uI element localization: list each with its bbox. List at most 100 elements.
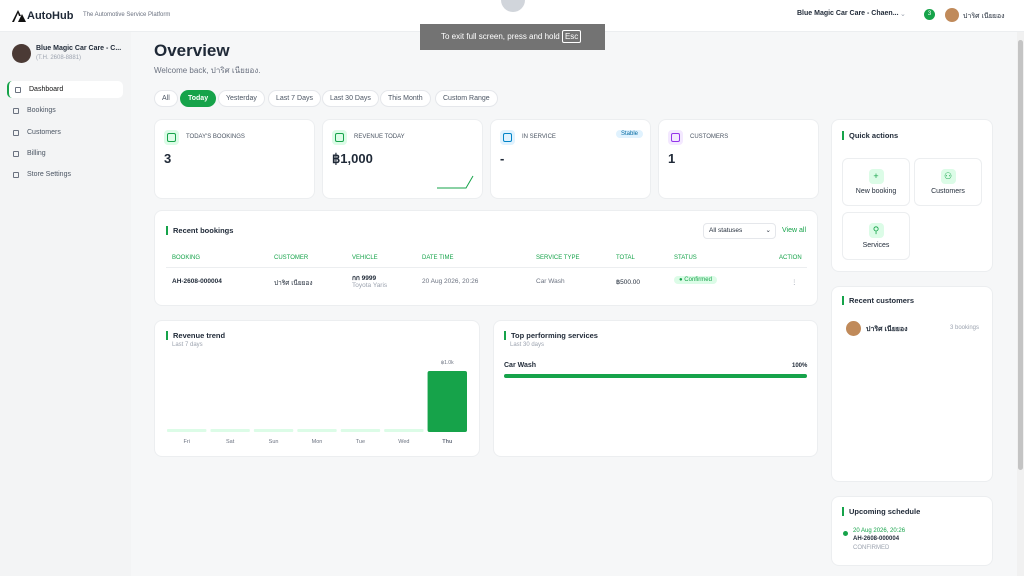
view-all[interactable]: View all — [782, 227, 806, 234]
stat-label: REVENUE TODAY — [354, 134, 405, 140]
stat-icon — [164, 130, 179, 145]
store-selector[interactable]: Blue Magic Car Care - Chaen... — [797, 10, 899, 17]
quick-action[interactable]: ⚇ Customers — [914, 158, 982, 206]
revenue-chart: Fri Sat Sun Mon Tue Wed ฿1.0k Thu — [167, 360, 467, 445]
nav-icon — [13, 108, 19, 115]
nav-item[interactable]: Customers — [7, 124, 123, 141]
quick-action-label: Services — [862, 242, 890, 249]
page-title: Overview — [154, 41, 230, 60]
schedule-status: CONFIRMED — [853, 545, 890, 551]
nav-icon — [13, 150, 19, 157]
recent-bookings-card — [154, 210, 818, 306]
quick-action-label: New booking — [855, 188, 897, 195]
quick-action-icon: ⚲ — [868, 223, 884, 238]
x-label: Mon — [312, 439, 323, 445]
section-subtitle: Last 7 days — [172, 342, 203, 348]
section-title: Upcoming schedule — [842, 507, 920, 516]
nav-item[interactable]: Store Settings — [7, 166, 123, 183]
filter-pill[interactable]: This Month — [380, 90, 431, 107]
quick-action[interactable]: ⚲ Services — [842, 212, 910, 260]
recent-customers-card — [831, 286, 993, 482]
filter-pill[interactable]: Last 7 Days — [268, 90, 321, 107]
column-header: BOOKING — [172, 255, 201, 261]
customer-bookings: 3 bookings — [950, 325, 980, 331]
stat-value: 3 — [164, 151, 172, 166]
x-label: Fri — [184, 439, 190, 445]
column-header: DATE TIME — [422, 255, 454, 261]
status-filter-label: All statuses — [709, 227, 743, 234]
logo: AutoHub — [27, 10, 74, 22]
quick-action-icon: + — [868, 169, 884, 184]
x-label: Thu — [442, 439, 452, 445]
filter-pill[interactable]: Custom Range — [435, 90, 498, 107]
column-header: STATUS — [674, 255, 697, 261]
stat-label: CUSTOMERS — [690, 134, 729, 140]
x-label: Sat — [226, 439, 235, 445]
bar-track — [167, 429, 207, 432]
table-divider — [166, 267, 807, 268]
progress-bar — [504, 374, 807, 378]
sparkline — [437, 175, 474, 189]
nav-item[interactable]: Dashboard — [7, 81, 123, 98]
customer-name[interactable]: ปาริศ เนียยอง — [866, 326, 908, 333]
fullscreen-close[interactable] — [501, 0, 525, 12]
stat-label: IN SERVICE — [522, 134, 556, 140]
status-badge: ● Confirmed — [674, 276, 717, 284]
quick-action[interactable]: + New booking — [842, 158, 910, 206]
scroll-thumb[interactable] — [1018, 40, 1023, 470]
stat-card — [322, 119, 483, 199]
stat-badge: Stable — [616, 130, 644, 138]
status-filter[interactable]: All statuses ⌄ — [703, 223, 776, 239]
stat-icon — [668, 130, 683, 145]
filter-pill[interactable]: Last 30 Days — [322, 90, 379, 107]
customer: ปาริศ เนียยอง — [274, 280, 313, 287]
schedule-booking: AH-2608-000004 — [853, 536, 900, 542]
nav-icon — [13, 172, 19, 179]
nav-icon — [15, 87, 21, 93]
column-header: VEHICLE — [352, 255, 378, 261]
x-label: Wed — [398, 439, 409, 445]
nav-icon — [13, 129, 19, 136]
notification-badge[interactable]: 3 — [924, 9, 935, 20]
bar-track — [340, 429, 381, 432]
section-title: Top performing services — [504, 331, 598, 340]
filter-pill[interactable]: Yesterday — [218, 90, 265, 107]
upcoming-card — [831, 496, 993, 566]
schedule-time: 20 Aug 2026, 20:26 — [853, 528, 906, 534]
logo-icon — [12, 10, 26, 22]
filter-pill[interactable]: All — [154, 90, 178, 107]
stat-value: ฿1,000 — [332, 151, 373, 166]
service-name: Car Wash — [504, 362, 537, 369]
user-name[interactable]: ปาริศ เนียยอง — [963, 13, 1005, 20]
welcome: Welcome back, ปาริศ เนียยอง. — [154, 66, 261, 75]
total: ฿500.00 — [616, 279, 641, 286]
bar-track — [297, 429, 337, 432]
tagline: The Automotive Service Platform — [83, 12, 171, 18]
nav-item[interactable]: Bookings — [7, 102, 123, 119]
stat-card — [658, 119, 819, 199]
bar-track — [384, 429, 424, 432]
sidebar — [0, 32, 131, 576]
fullscreen-notice: To exit full screen, press and hold Esc — [420, 24, 605, 50]
stat-card — [154, 119, 315, 199]
service-share: 100% — [792, 363, 808, 369]
booking-id[interactable]: AH-2608-000004 — [172, 278, 222, 285]
store-code: (T.H. 2608-8881) — [36, 55, 82, 61]
vehicle-model: Toyota Yaris — [352, 282, 388, 289]
row-action[interactable]: ⋮ — [791, 279, 798, 286]
customer-avatar — [846, 321, 861, 336]
nav-item[interactable]: Billing — [7, 145, 123, 162]
dropdown-caret[interactable]: ⌄ — [900, 11, 906, 18]
stat-label: TODAY'S BOOKINGS — [186, 134, 245, 140]
notice-key: Esc — [561, 30, 582, 43]
section-title: Quick actions — [842, 131, 898, 140]
revenue-trend-card — [154, 320, 480, 457]
section-title: Recent bookings — [166, 226, 233, 235]
progress-track — [504, 374, 807, 378]
filter-pill[interactable]: Today — [180, 90, 217, 107]
store-avatar — [12, 44, 31, 63]
status-text: Confirmed — [684, 277, 712, 283]
column-header: CUSTOMER — [274, 255, 309, 261]
section-subtitle: Last 30 days — [510, 342, 545, 348]
